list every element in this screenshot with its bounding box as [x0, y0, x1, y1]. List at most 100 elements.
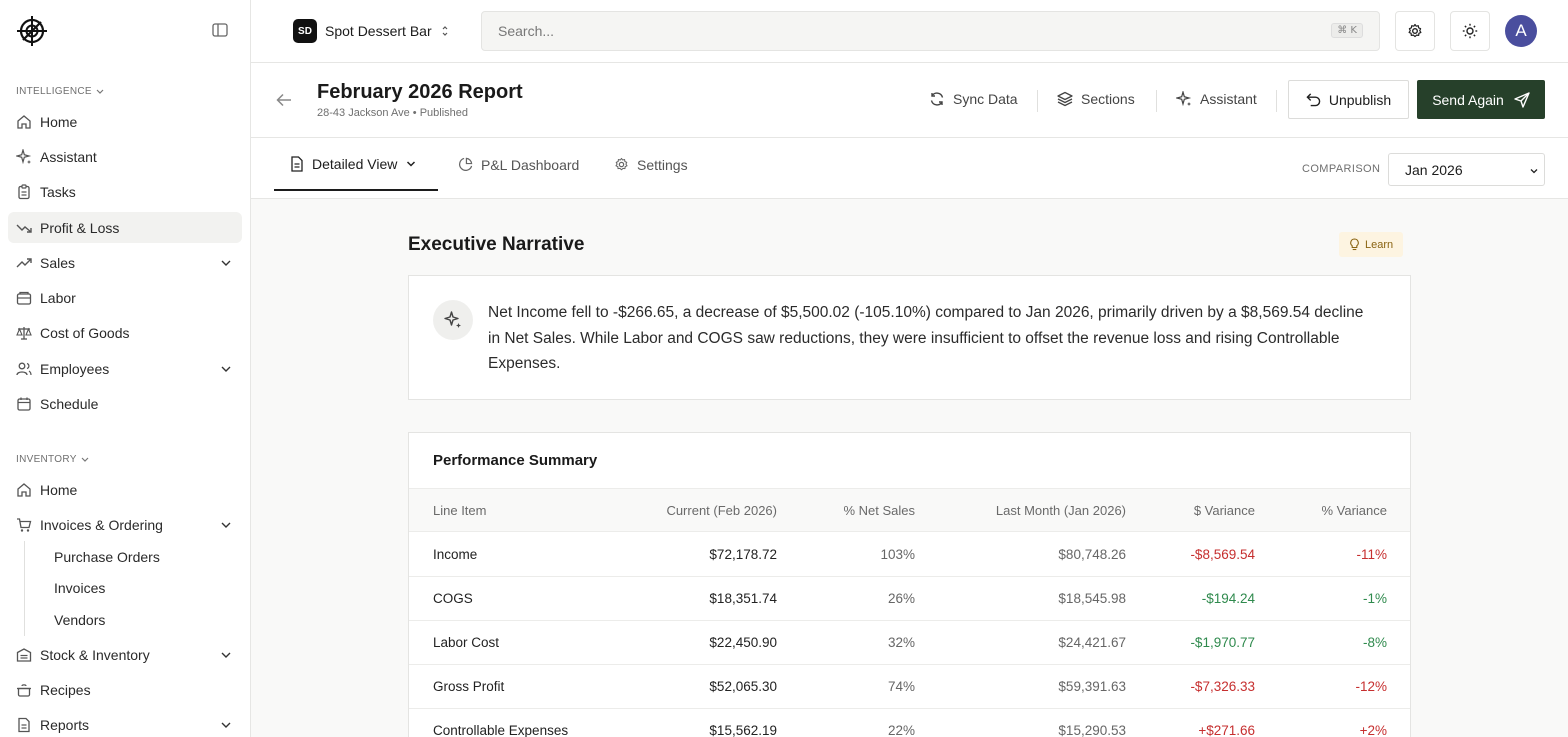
- table-cell-last: $18,545.98: [1058, 591, 1126, 606]
- chevron-down-icon[interactable]: [220, 519, 232, 531]
- send-again-button[interactable]: Send Again: [1417, 80, 1545, 119]
- divider: [1156, 90, 1157, 112]
- sidebar-subitem-invoices[interactable]: Invoices: [54, 580, 106, 596]
- unpublish-button[interactable]: Unpublish: [1288, 80, 1409, 119]
- chevron-down-icon: [81, 457, 89, 462]
- store-badge: SD: [293, 19, 317, 43]
- sparkle-icon: [16, 148, 32, 165]
- section-label-intelligence[interactable]: INTELLIGENCE: [16, 86, 104, 97]
- table-cell-current: $72,178.72: [709, 547, 777, 562]
- comparison-label: COMPARISON: [1302, 163, 1381, 175]
- sidebar-item-reports[interactable]: Reports: [8, 709, 242, 737]
- file-text-icon: [291, 155, 303, 172]
- sections-button[interactable]: Sections: [1057, 91, 1135, 107]
- sidebar-subitem-purchase-orders[interactable]: Purchase Orders: [54, 549, 160, 565]
- brand-logo-icon[interactable]: [16, 15, 48, 47]
- table-cell-var: -$7,326.33: [1190, 679, 1255, 694]
- learn-button[interactable]: Learn: [1339, 232, 1404, 257]
- column-header: Last Month (Jan 2026): [995, 503, 1126, 518]
- table-row[interactable]: COGS $18,351.74 26% $18,545.98 -$194.24 -1%: [409, 577, 1410, 621]
- search-input[interactable]: Search... ⌘ K: [481, 11, 1380, 51]
- scale-icon: [16, 325, 32, 341]
- table-row[interactable]: Gross Profit $52,065.30 74% $59,391.63 -$7,3…: [409, 665, 1410, 709]
- sidebar-item-invoices-ordering[interactable]: Invoices & Ordering: [8, 509, 242, 540]
- undo-icon: [1306, 93, 1321, 107]
- sidebar-toggle-icon[interactable]: [212, 23, 230, 39]
- sidebar-item-profit-loss[interactable]: Profit & Loss: [8, 212, 242, 243]
- tab-pl-dashboard[interactable]: P&L Dashboard: [458, 138, 579, 191]
- layers-icon: [1057, 91, 1073, 107]
- column-header: % Variance: [1321, 503, 1387, 518]
- report-header: February 2026 Report 28-43 Jackson Ave •…: [251, 63, 1568, 138]
- narrative-card: Net Income fell to -$266.65, a decrease …: [408, 275, 1411, 400]
- gear-icon: [1408, 23, 1422, 38]
- back-arrow-icon[interactable]: [275, 91, 293, 109]
- table-row[interactable]: Income $72,178.72 103% $80,748.26 -$8,569.54…: [409, 533, 1410, 577]
- file-text-icon: [16, 717, 32, 733]
- table-cell-pct: 32%: [887, 635, 915, 650]
- table-cell-last: $15,290.53: [1058, 723, 1126, 737]
- table-row[interactable]: Labor Cost $22,450.90 32% $24,421.67 -$1,970…: [409, 621, 1410, 665]
- sidebar-item-sales[interactable]: Sales: [8, 247, 242, 278]
- sync-data-button[interactable]: Sync Data: [929, 91, 1018, 107]
- report-subtitle: 28-43 Jackson Ave • Published: [317, 107, 469, 119]
- user-avatar[interactable]: A: [1505, 15, 1537, 47]
- sidebar-item-inventory-home[interactable]: Home: [8, 474, 242, 505]
- table-cell-pvar: -8%: [1362, 635, 1387, 650]
- comparison-select[interactable]: Jan 2026: [1388, 153, 1545, 186]
- sidebar-subitem-vendors[interactable]: Vendors: [54, 612, 106, 628]
- column-header: $ Variance: [1193, 503, 1255, 518]
- column-header: % Net Sales: [843, 503, 915, 518]
- table-cell-item: Labor Cost: [433, 635, 500, 650]
- column-header: Current (Feb 2026): [666, 503, 777, 518]
- table-cell-item: Gross Profit: [433, 679, 505, 694]
- page-title: February 2026 Report: [317, 81, 523, 103]
- table-cell-pvar: -12%: [1355, 679, 1387, 694]
- section-label-inventory[interactable]: INVENTORY: [16, 454, 89, 465]
- table-row[interactable]: Controllable Expenses $15,562.19 22% $15,29…: [409, 709, 1410, 737]
- users-icon: [16, 361, 32, 377]
- sidebar-item-assistant[interactable]: Assistant: [8, 141, 242, 172]
- store-selector[interactable]: SD Spot Dessert Bar: [293, 19, 450, 43]
- tab-detailed-view[interactable]: Detailed View: [274, 138, 438, 191]
- table-cell-current: $18,351.74: [709, 591, 777, 606]
- refresh-icon: [930, 92, 944, 106]
- sidebar-item-recipes[interactable]: Recipes: [8, 674, 242, 705]
- trending-down-icon: [16, 220, 32, 236]
- sun-icon: [1462, 23, 1478, 39]
- chevron-down-icon[interactable]: [220, 649, 232, 661]
- section-title-performance-summary: Performance Summary: [433, 452, 598, 469]
- sidebar-item-tasks[interactable]: Tasks: [8, 176, 242, 207]
- settings-button[interactable]: [1395, 11, 1435, 51]
- theme-toggle-button[interactable]: [1450, 11, 1490, 51]
- table-cell-pct: 103%: [880, 547, 915, 562]
- sidebar-item-home[interactable]: Home: [8, 106, 242, 137]
- chevron-down-icon[interactable]: [220, 363, 232, 375]
- table-cell-var: -$194.24: [1201, 591, 1255, 606]
- trending-up-icon: [16, 255, 32, 271]
- sparkle-icon: [1176, 91, 1192, 107]
- table-header: Line Item Current (Feb 2026) % Net Sales…: [409, 488, 1410, 532]
- sidebar-item-cost-of-goods[interactable]: Cost of Goods: [8, 317, 242, 348]
- submenu-guide-line: [24, 541, 25, 636]
- chevron-down-icon[interactable]: [220, 257, 232, 269]
- sidebar-item-schedule[interactable]: Schedule: [8, 388, 242, 419]
- table-cell-last: $24,421.67: [1058, 635, 1126, 650]
- wallet-icon: [16, 290, 32, 306]
- sidebar-item-employees[interactable]: Employees: [8, 353, 242, 384]
- tab-settings[interactable]: Settings: [614, 138, 688, 191]
- section-title-executive-narrative: Executive Narrative: [408, 234, 585, 255]
- sidebar-item-stock-inventory[interactable]: Stock & Inventory: [8, 639, 242, 670]
- clipboard-icon: [16, 183, 32, 200]
- sidebar-item-labor[interactable]: Labor: [8, 282, 242, 313]
- gear-icon: [615, 157, 628, 171]
- table-cell-var: -$8,569.54: [1190, 547, 1255, 562]
- table-cell-var: -$1,970.77: [1190, 635, 1255, 650]
- table-cell-pct: 26%: [887, 591, 915, 606]
- assistant-button[interactable]: Assistant: [1176, 91, 1257, 107]
- chevron-down-icon: [96, 89, 104, 94]
- home-icon: [16, 482, 32, 498]
- table-cell-item: Controllable Expenses: [433, 723, 569, 737]
- chevron-down-icon[interactable]: [220, 719, 232, 731]
- column-header: Line Item: [433, 503, 487, 518]
